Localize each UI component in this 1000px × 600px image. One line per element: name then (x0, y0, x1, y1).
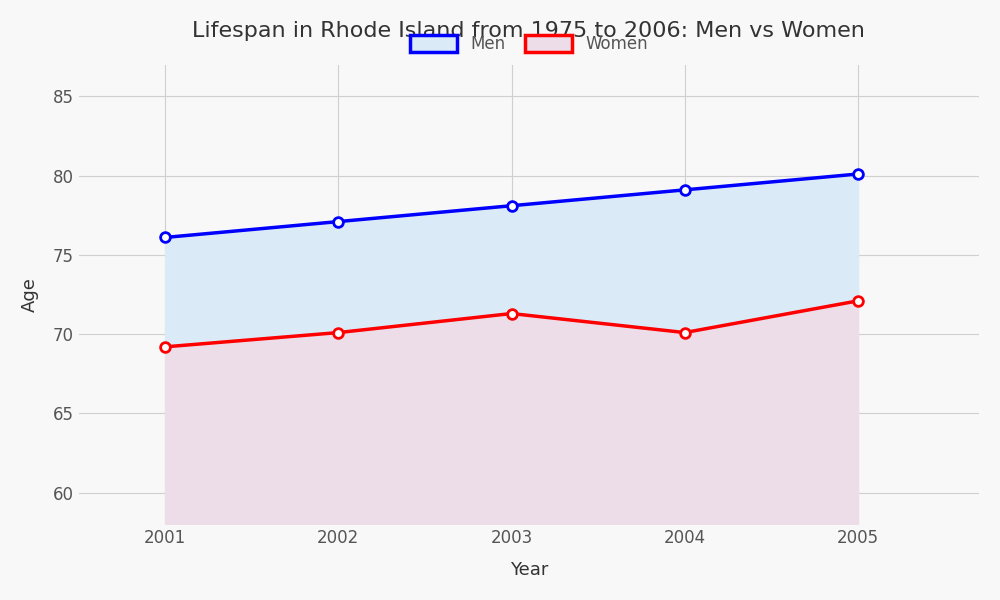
X-axis label: Year: Year (510, 561, 548, 579)
Title: Lifespan in Rhode Island from 1975 to 2006: Men vs Women: Lifespan in Rhode Island from 1975 to 20… (192, 21, 865, 41)
Y-axis label: Age: Age (21, 277, 39, 312)
Legend: Men, Women: Men, Women (402, 27, 656, 62)
